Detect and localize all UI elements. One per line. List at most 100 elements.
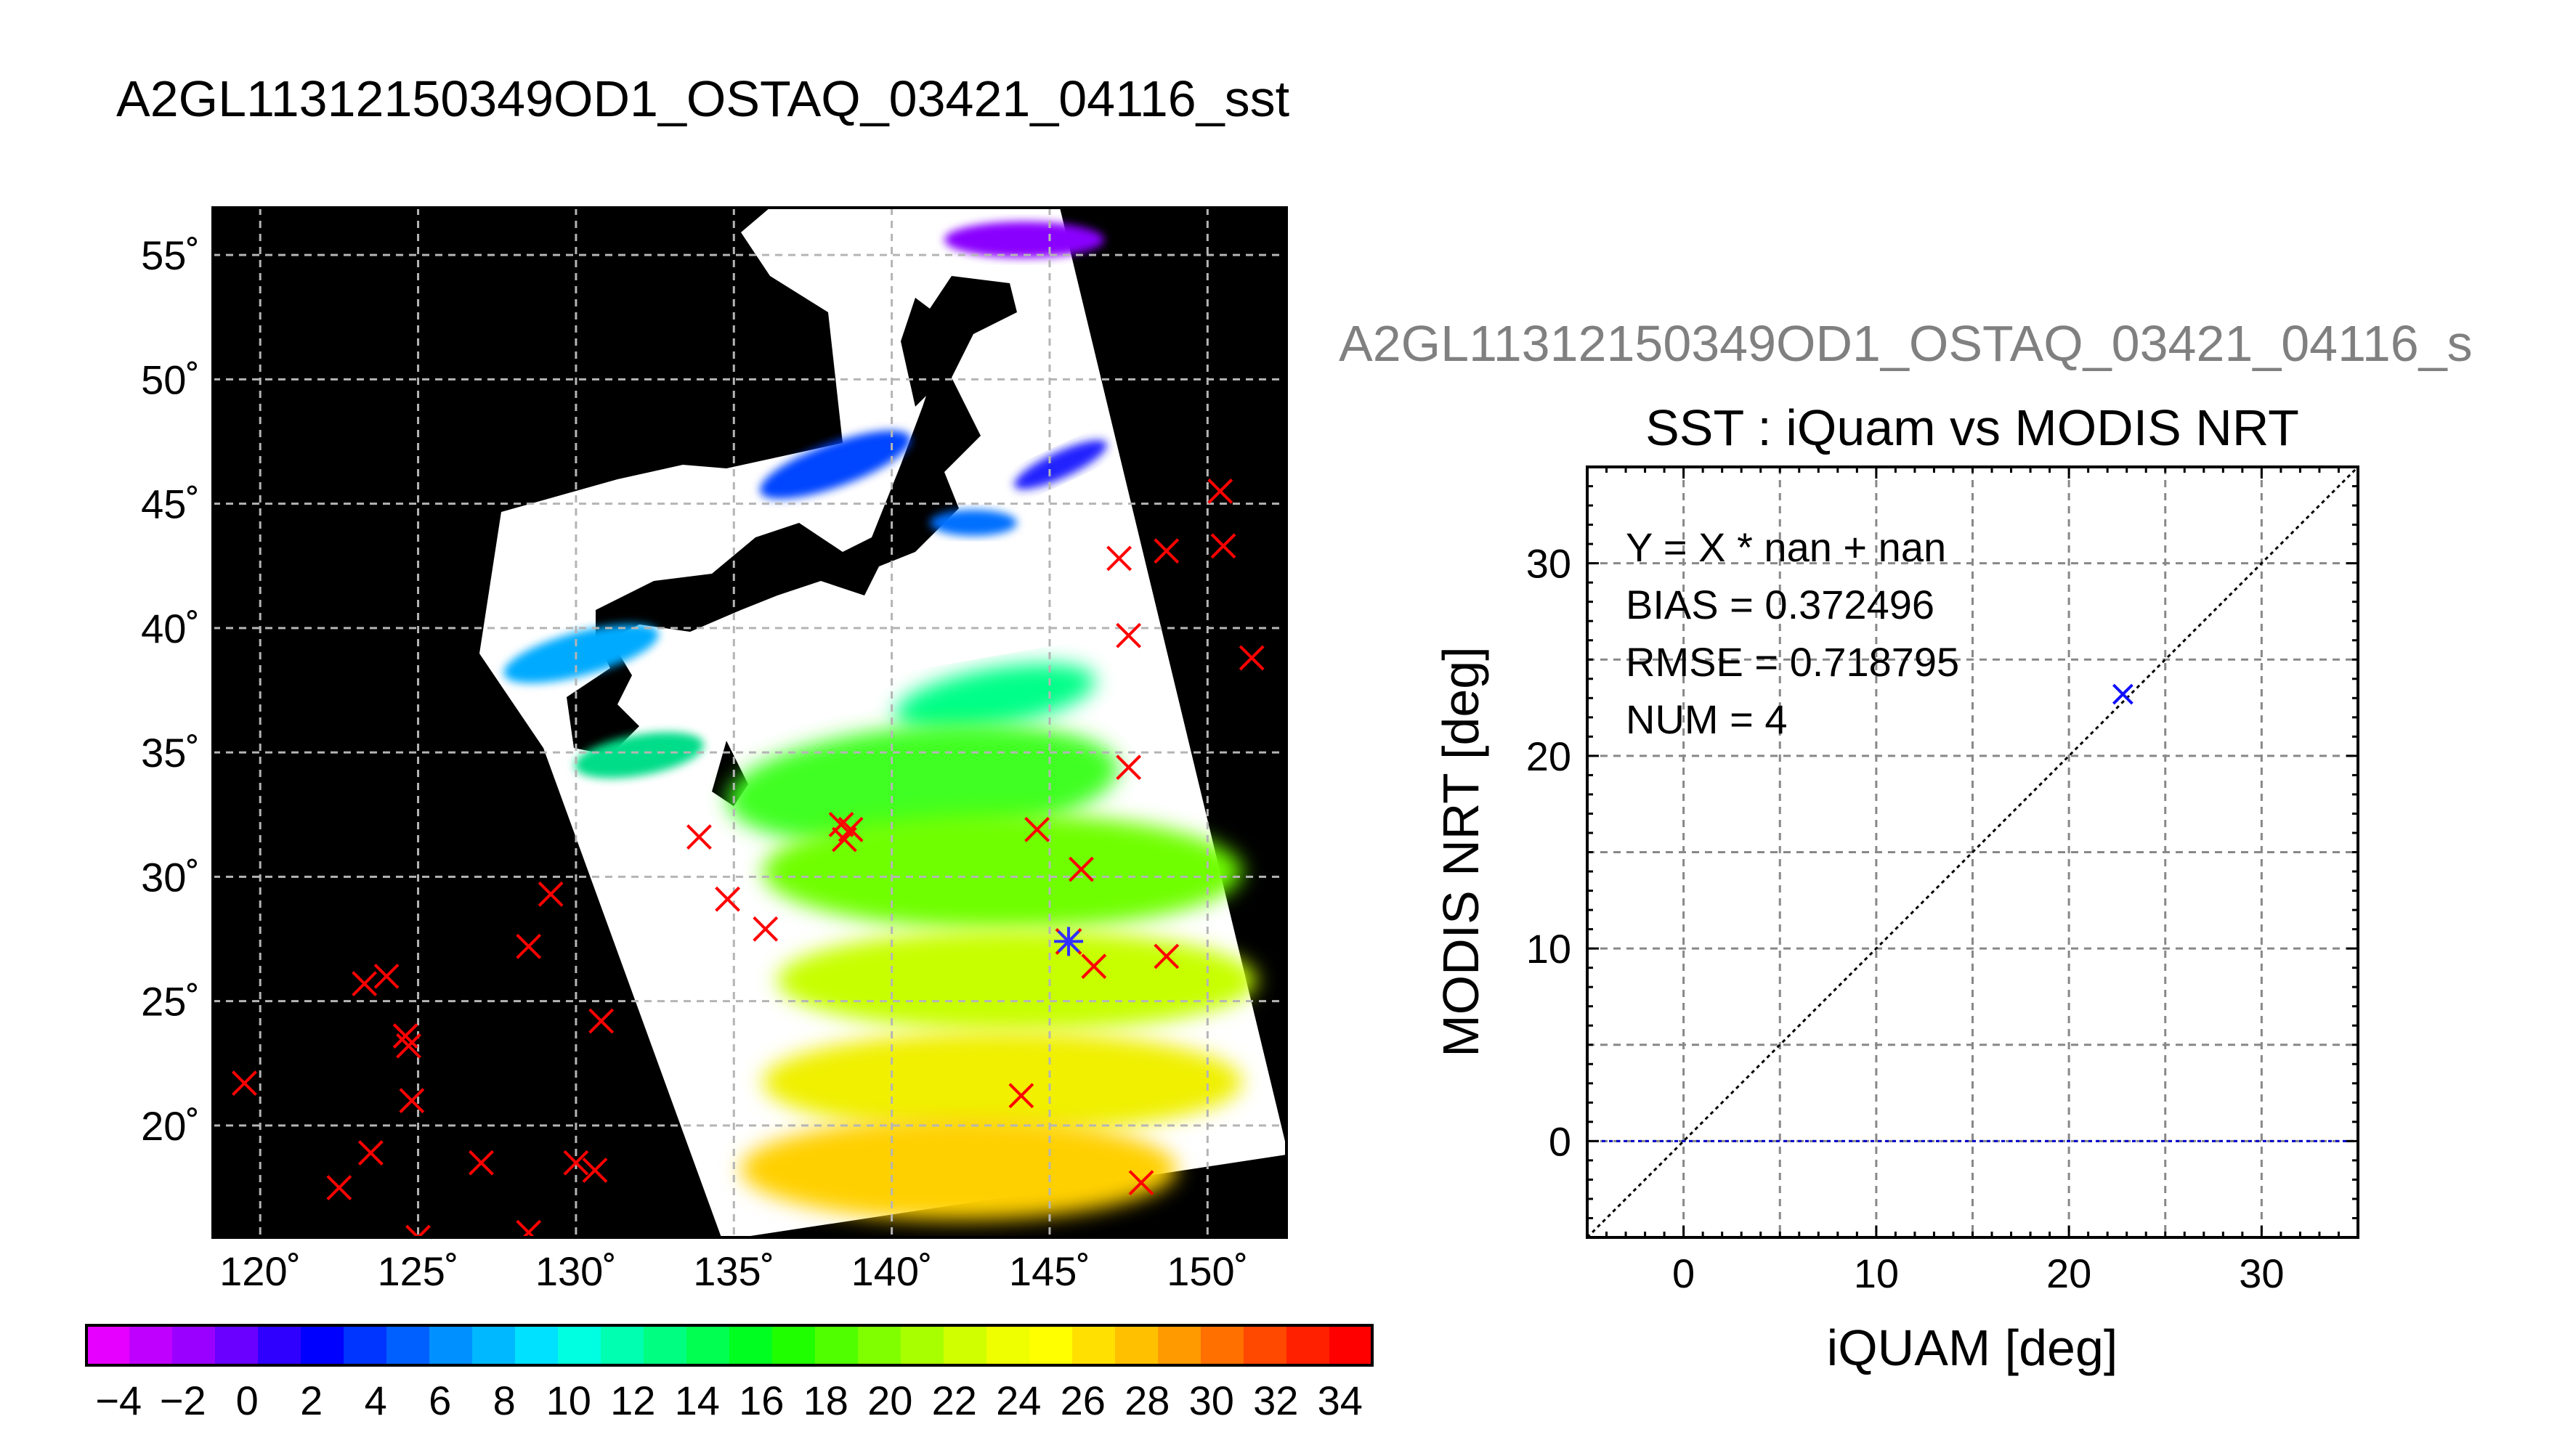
colorbar-tick-label: −4 [95, 1378, 142, 1423]
bias-text: BIAS = 0.372496 [1626, 582, 1934, 627]
longitude-tick-label: 145˚ [1009, 1248, 1090, 1294]
in-situ-marker [516, 1219, 542, 1237]
colorbar-frame [85, 1324, 1374, 1367]
y-tick-labels: 0 10 20 30 [1526, 541, 1571, 1165]
in-situ-marker [715, 886, 740, 912]
latitude-tick-label: 30˚ [141, 854, 200, 900]
in-situ-marker [516, 933, 542, 959]
longitude-tick-label: 125˚ [378, 1248, 459, 1294]
longitude-tick-labels: 120˚ 125˚ 130˚ 135˚ 140˚ 145˚ 150˚ [219, 1248, 1248, 1294]
num-text: NUM = 4 [1626, 696, 1788, 742]
in-situ-marker [686, 824, 712, 850]
colorbar-tick-label: 26 [1061, 1378, 1106, 1423]
in-situ-marker [838, 816, 864, 842]
colorbar-tick-label: 16 [739, 1378, 784, 1423]
latitude-tick-label: 45˚ [141, 481, 200, 527]
latitude-tick-label: 35˚ [141, 730, 200, 776]
in-situ-marker [1024, 816, 1050, 842]
latitude-tick-label: 40˚ [141, 606, 200, 651]
in-situ-marker [1081, 953, 1107, 980]
land-masses [567, 208, 1286, 806]
latitude-tick-label: 20˚ [141, 1103, 200, 1149]
latitude-tick-label: 55˚ [141, 232, 200, 278]
map-frame [211, 206, 1288, 1239]
y-axis-label: MODIS NRT [deg] [1432, 646, 1489, 1057]
colorbar-swatch [129, 1325, 173, 1365]
scatter-points [2112, 683, 2133, 705]
colorbar-swatch [644, 1325, 687, 1365]
colorbar: −4 −2 0 2 4 6 8 10 12 14 16 18 20 22 24 26 28 30 32 34 [85, 1324, 1374, 1423]
colorbar-tick-label: 4 [365, 1378, 387, 1423]
colorbar-tick-labels: −4 −2 0 2 4 6 8 10 12 14 16 18 20 22 24 26 28 30 32 34 [95, 1378, 1363, 1423]
in-situ-marker [1207, 479, 1233, 504]
matched-marker-star [1054, 927, 1084, 956]
x-tick-label: 0 [1672, 1250, 1695, 1296]
x-tick-labels: 0 10 20 30 [1672, 1250, 2284, 1296]
rmse-text: RMSE = 0.718795 [1626, 639, 1959, 685]
colorbar-swatch [901, 1325, 944, 1365]
colorbar-swatch [1158, 1325, 1201, 1365]
sst-field [503, 221, 1257, 1220]
colorbar-swatch [729, 1325, 773, 1365]
scatter-title: SST : iQuam vs MODIS NRT [1645, 399, 2299, 456]
in-situ-marker [588, 1008, 615, 1034]
colorbar-swatch [944, 1325, 987, 1365]
colorbar-swatch [215, 1325, 259, 1365]
colorbar-tick-label: 28 [1124, 1378, 1170, 1423]
in-situ-marker [1069, 856, 1094, 882]
in-situ-marker [352, 971, 378, 997]
main-title: A2GL11312150349OD1_OSTAQ_03421_04116_sst [116, 70, 1289, 127]
colorbar-swatch [986, 1325, 1030, 1365]
in-situ-marker [232, 1070, 257, 1097]
colorbar-tick-label: −2 [160, 1378, 206, 1423]
in-situ-marker [1154, 538, 1180, 564]
in-situ-marker [1128, 1170, 1154, 1196]
in-situ-marker [753, 916, 779, 942]
colorbar-tick-label: 32 [1253, 1378, 1298, 1423]
in-situ-marker [1210, 533, 1236, 559]
in-situ-marker [469, 1150, 494, 1176]
in-situ-marker [1116, 755, 1142, 781]
in-situ-marker [326, 1175, 352, 1200]
colorbar-tick-label: 6 [429, 1378, 451, 1423]
colorbar-swatch [815, 1325, 859, 1365]
map-graticule [213, 208, 1286, 1237]
in-situ-marker [405, 1224, 431, 1237]
colorbar-tick-label: 0 [236, 1378, 259, 1423]
scatter-plot: 0 10 20 30 0 10 20 30 iQUAM [deg] MODIS NRT [d… [1432, 465, 2359, 1376]
colorbar-swatch [1115, 1325, 1159, 1365]
longitude-tick-label: 135˚ [693, 1248, 774, 1294]
scatter-super-title: A2GL11312150349OD1_OSTAQ_03421_04116_s [1339, 315, 2473, 372]
latitude-tick-labels: 55˚ 50˚ 45˚ 40˚ 35˚ 30˚ 25˚ 20˚ [141, 232, 200, 1149]
x-axis-label: iQUAM [deg] [1827, 1319, 2118, 1376]
in-situ-marker [1116, 622, 1142, 648]
in-situ-marker [399, 1088, 425, 1114]
x-tick-label: 20 [2046, 1250, 2091, 1296]
colorbar-tick-label: 24 [996, 1378, 1041, 1423]
one-to-one-line [1587, 467, 2358, 1237]
in-situ-marker [392, 1023, 418, 1049]
colorbar-tick-label: 12 [610, 1378, 655, 1423]
colorbar-swatch [172, 1325, 216, 1365]
data-point [2112, 683, 2133, 705]
colorbar-tick-label: 34 [1318, 1378, 1363, 1423]
colorbar-swatch [558, 1325, 601, 1365]
colorbar-swatch [601, 1325, 644, 1365]
longitude-tick-label: 140˚ [851, 1248, 933, 1294]
colorbar-tick-label: 22 [932, 1378, 977, 1423]
regression-text: Y = X * nan + nan [1626, 524, 1946, 570]
longitude-tick-label: 150˚ [1167, 1248, 1248, 1294]
in-situ-marker [563, 1150, 589, 1176]
colorbar-tick-label: 2 [300, 1378, 323, 1423]
colorbar-swatch [258, 1325, 301, 1365]
colorbar-tick-label: 8 [493, 1378, 516, 1423]
colorbar-blocks [86, 1325, 1373, 1365]
colorbar-swatch [1201, 1325, 1244, 1365]
colorbar-tick-label: 14 [675, 1378, 720, 1423]
sst-map: 55˚ 50˚ 45˚ 40˚ 35˚ 30˚ 25˚ 20˚ 120˚ 125˚ 130˚ 135… [141, 206, 1288, 1294]
colorbar-swatch [386, 1325, 430, 1365]
colorbar-swatch [1029, 1325, 1073, 1365]
colorbar-swatch [86, 1325, 130, 1365]
in-situ-marker [582, 1158, 608, 1183]
